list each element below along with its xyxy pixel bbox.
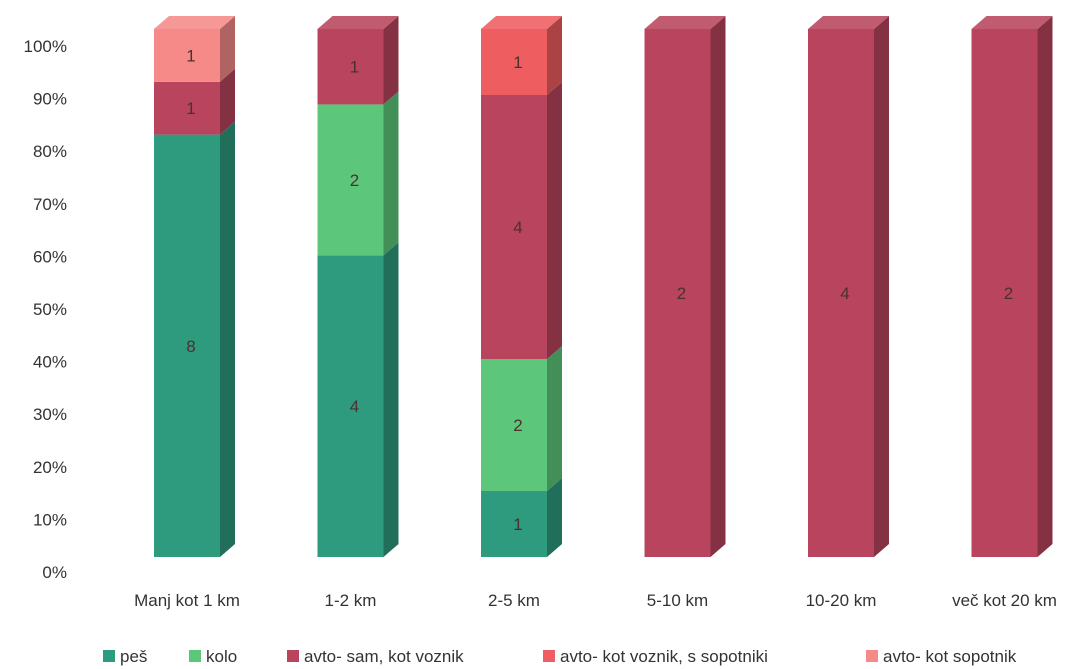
data-label: 1: [186, 99, 195, 118]
legend: peš kolo avto- sam, kot voznik avto- kot vo…: [103, 647, 1017, 666]
data-label: 1: [513, 515, 522, 534]
bar-segment: 2: [317, 91, 399, 256]
x-tick-label: 5-10 km: [647, 591, 708, 610]
bar-segment: 2: [481, 346, 562, 491]
bar-segment: 2: [971, 16, 1053, 557]
y-tick-label: 50%: [33, 300, 67, 319]
bar-segment: 8: [154, 121, 235, 557]
data-label: 1: [350, 58, 359, 77]
y-tick-label: 70%: [33, 195, 67, 214]
legend-label: avto- sam, kot voznik: [304, 647, 464, 666]
data-label: 2: [677, 284, 686, 303]
bar-segment: 1: [154, 68, 235, 135]
bar-segment: 4: [808, 16, 889, 557]
x-axis: Manj kot 1 km 1-2 km 2-5 km 5-10 km 10-20 km…: [134, 591, 1057, 610]
bar-segment: 4: [481, 82, 562, 359]
data-label: 2: [513, 416, 522, 435]
bars: 8 1 1 4 2 1 1 2 4 1 2 4 2: [154, 16, 1053, 558]
x-tick-label: več kot 20 km: [952, 591, 1057, 610]
data-label: 1: [186, 46, 195, 65]
bar-segment: 1: [317, 16, 399, 105]
data-label: 1: [513, 53, 522, 72]
y-tick-label: 20%: [33, 458, 67, 477]
legend-item: avto- kot sopotnik: [866, 647, 1017, 666]
y-axis: 0% 10% 20% 30% 40% 50% 60% 70% 80% 90% 100%: [24, 37, 67, 582]
data-label: 4: [840, 284, 849, 303]
legend-label: avto- kot voznik, s sopotniki: [560, 647, 768, 666]
bar-stack: 1 2 4 1: [481, 16, 562, 557]
x-tick-label: Manj kot 1 km: [134, 591, 240, 610]
bar-segment: 2: [644, 16, 726, 557]
y-tick-label: 10%: [33, 510, 67, 529]
legend-item: peš: [103, 647, 147, 666]
bar-segment: 1: [481, 478, 562, 557]
bar-segment: 1: [154, 16, 235, 82]
y-tick-label: 80%: [33, 142, 67, 161]
legend-item: avto- sam, kot voznik: [287, 647, 464, 666]
y-tick-label: 40%: [33, 353, 67, 372]
legend-swatch: [287, 650, 299, 662]
legend-swatch: [866, 650, 878, 662]
legend-item: avto- kot voznik, s sopotniki: [543, 647, 768, 666]
legend-swatch: [543, 650, 555, 662]
x-tick-label: 2-5 km: [488, 591, 540, 610]
legend-swatch: [189, 650, 201, 662]
data-label: 4: [350, 397, 359, 416]
bar-stack: 4 2 1: [317, 16, 399, 558]
data-label: 2: [350, 171, 359, 190]
bar-segment: 1: [481, 16, 562, 95]
bar-stack: 2: [644, 16, 726, 557]
legend-swatch: [103, 650, 115, 662]
legend-label: kolo: [206, 647, 237, 666]
data-label: 8: [186, 337, 195, 356]
y-tick-label: 0%: [42, 563, 67, 582]
bar-stack: 2: [971, 16, 1053, 557]
bar-segment: 4: [317, 242, 399, 558]
data-label: 4: [513, 218, 522, 237]
x-tick-label: 10-20 km: [806, 591, 877, 610]
legend-item: kolo: [189, 647, 237, 666]
data-label: 2: [1004, 284, 1013, 303]
legend-label: peš: [120, 647, 147, 666]
y-tick-label: 100%: [24, 37, 67, 56]
y-tick-label: 90%: [33, 90, 67, 109]
bar-stack: 4: [808, 16, 889, 557]
y-tick-label: 60%: [33, 247, 67, 266]
y-tick-label: 30%: [33, 405, 67, 424]
bar-stack: 8 1 1: [154, 16, 235, 557]
x-tick-label: 1-2 km: [325, 591, 377, 610]
legend-label: avto- kot sopotnik: [883, 647, 1017, 666]
